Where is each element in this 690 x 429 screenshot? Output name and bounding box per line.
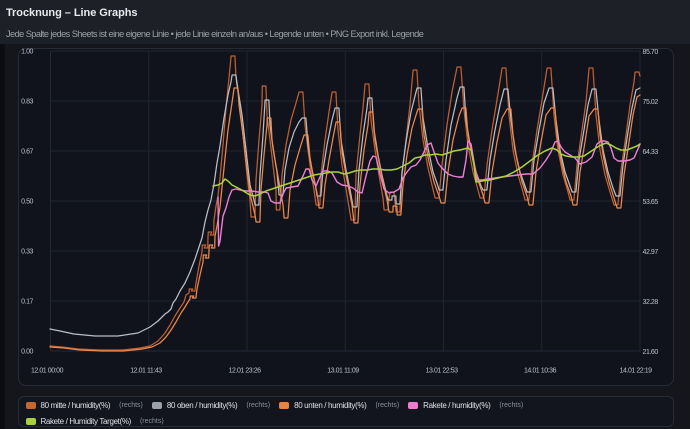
- svg-text:32.28: 32.28: [643, 299, 659, 306]
- svg-text:85.70: 85.70: [643, 49, 659, 56]
- svg-text:0.00: 0.00: [21, 349, 33, 356]
- svg-text:42.97: 42.97: [643, 249, 659, 256]
- svg-text:53.65: 53.65: [643, 199, 659, 206]
- svg-text:64.33: 64.33: [643, 149, 659, 156]
- svg-text:0.50: 0.50: [21, 199, 33, 206]
- svg-text:0.67: 0.67: [21, 149, 33, 156]
- svg-text:12.01 00:00: 12.01 00:00: [31, 368, 64, 375]
- svg-text:21.60: 21.60: [643, 349, 659, 356]
- svg-text:14.01 10:36: 14.01 10:36: [524, 368, 557, 375]
- svg-text:12.01 11:43: 12.01 11:43: [130, 368, 162, 375]
- svg-text:0.33: 0.33: [21, 249, 33, 256]
- svg-text:0.17: 0.17: [21, 299, 33, 306]
- svg-text:0.83: 0.83: [21, 99, 33, 106]
- svg-text:13.01 22:53: 13.01 22:53: [426, 368, 459, 375]
- svg-text:14.01 22:19: 14.01 22:19: [620, 368, 653, 375]
- svg-text:12.01 23:26: 12.01 23:26: [229, 368, 262, 375]
- svg-text:13.01 11:09: 13.01 11:09: [327, 368, 359, 375]
- svg-text:75.02: 75.02: [643, 99, 659, 106]
- svg-text:1.00: 1.00: [21, 49, 33, 56]
